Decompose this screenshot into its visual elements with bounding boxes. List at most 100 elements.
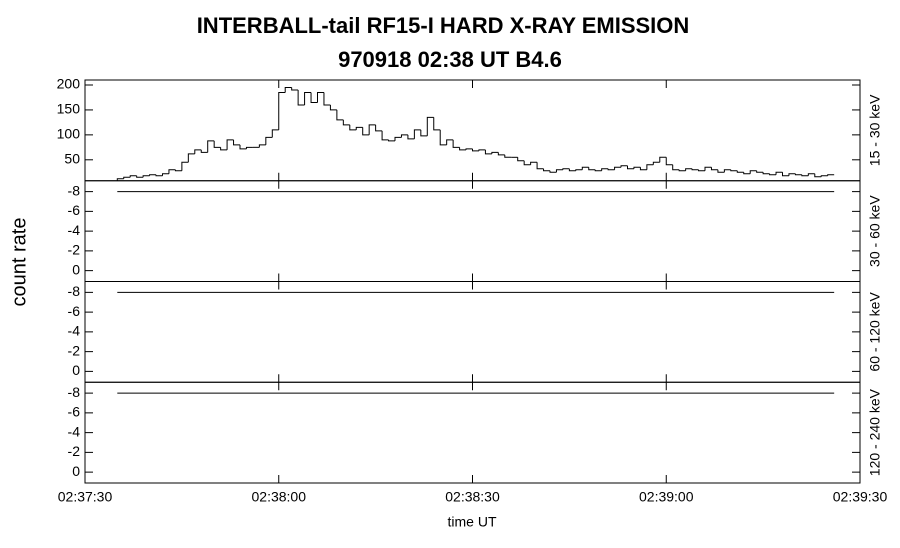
histogram-step xyxy=(310,92,318,103)
histogram-step xyxy=(549,170,557,173)
histogram-step xyxy=(749,170,757,174)
y-tick-label: -8 xyxy=(68,283,81,299)
histogram-step xyxy=(691,168,699,171)
histogram-step xyxy=(400,134,408,138)
x-tick-label: 02:39:30 xyxy=(833,489,888,505)
histogram-step xyxy=(123,176,131,179)
histogram-step xyxy=(181,161,189,171)
y-tick-label: 0 xyxy=(72,261,80,277)
histogram-step xyxy=(465,148,473,150)
histogram-step xyxy=(355,126,363,130)
histogram-step xyxy=(672,164,680,171)
histogram-step xyxy=(633,166,641,169)
y2-axis-label: 30 - 60 keV xyxy=(867,195,883,267)
histogram-step xyxy=(342,119,350,126)
histogram-step xyxy=(388,139,395,142)
plot-frame xyxy=(84,281,861,383)
histogram-step xyxy=(646,164,654,170)
histogram-step xyxy=(220,147,228,151)
histogram-step xyxy=(446,139,454,145)
y-tick-label: -4 xyxy=(68,423,81,439)
histogram-step xyxy=(723,169,731,173)
y-tick-label: -4 xyxy=(68,222,81,238)
histogram-step xyxy=(536,162,544,170)
histogram-step xyxy=(162,173,169,176)
x-tick-label: 02:38:00 xyxy=(252,489,307,505)
y-tick-label: -4 xyxy=(68,323,81,339)
histogram-step xyxy=(581,166,589,170)
histogram-step xyxy=(317,91,324,103)
histogram-step xyxy=(433,117,441,131)
histogram-step xyxy=(452,139,460,148)
y-tick-label: -8 xyxy=(68,182,81,198)
y-tick-label: 0 xyxy=(72,362,80,378)
histogram-step xyxy=(336,109,344,121)
y2-axis-label: 15 - 30 keV xyxy=(867,94,883,166)
y-tick-label: 100 xyxy=(57,126,81,142)
histogram-step xyxy=(627,165,634,170)
histogram-step xyxy=(323,92,331,106)
histogram-step xyxy=(491,151,499,154)
x-axis-label: time UT xyxy=(448,514,497,530)
histogram-step xyxy=(213,140,221,148)
histogram-step xyxy=(717,169,725,173)
chart-title: INTERBALL-tail RF15-I HARD X-RAY EMISSIO… xyxy=(197,13,690,38)
histogram-step xyxy=(620,165,628,168)
histogram-step xyxy=(685,168,693,171)
histogram-step xyxy=(769,173,777,176)
histogram-step xyxy=(652,161,660,165)
histogram-step xyxy=(710,167,718,171)
histogram-step xyxy=(555,169,563,173)
x-tick-label: 02:39:00 xyxy=(639,489,694,505)
histogram-step xyxy=(801,174,809,177)
histogram-step xyxy=(271,129,279,138)
histogram-step xyxy=(743,172,751,175)
histogram-step xyxy=(588,167,596,171)
histogram-step xyxy=(278,91,286,130)
x-tick-label: 02:38:30 xyxy=(445,489,500,505)
histogram-step xyxy=(665,157,673,166)
histogram-step xyxy=(291,87,299,91)
histogram-step xyxy=(704,166,712,171)
histogram-step xyxy=(807,173,815,176)
x-tick-label: 02:37:30 xyxy=(58,489,113,505)
histogram-step xyxy=(258,144,266,148)
histogram-step xyxy=(155,174,163,177)
histogram-step xyxy=(820,175,828,177)
histogram-step xyxy=(601,168,609,171)
histogram-step xyxy=(614,166,622,170)
histogram-step xyxy=(116,178,124,181)
chart-subtitle: 970918 02:38 UT B4.6 xyxy=(338,47,562,72)
histogram-step xyxy=(562,168,570,170)
histogram-step xyxy=(775,171,783,175)
histogram-step xyxy=(426,116,434,136)
histogram-step xyxy=(194,149,202,154)
histogram-step xyxy=(187,153,195,163)
y-tick-label: -2 xyxy=(68,443,81,459)
y2-axis-label: 120 - 240 keV xyxy=(867,388,883,476)
plot-frame xyxy=(84,381,861,484)
histogram-step xyxy=(782,172,789,177)
histogram-step xyxy=(200,149,208,153)
histogram-step xyxy=(756,170,764,173)
histogram-step xyxy=(129,175,137,178)
histogram-step xyxy=(226,139,234,150)
histogram-step xyxy=(207,140,215,153)
y-tick-label: 200 xyxy=(57,76,81,92)
histogram-step xyxy=(362,127,370,136)
histogram-step xyxy=(142,175,150,178)
histogram-step xyxy=(459,147,467,151)
histogram-step xyxy=(472,148,479,152)
y-tick-label: -6 xyxy=(68,404,81,420)
histogram-step xyxy=(439,129,447,146)
histogram-step xyxy=(827,174,835,176)
histogram-step xyxy=(304,91,312,105)
histogram-step xyxy=(639,167,647,171)
histogram-step xyxy=(517,157,525,162)
plot-frame xyxy=(84,79,861,182)
y-tick-label: -8 xyxy=(68,384,81,400)
histogram-step xyxy=(788,173,796,176)
y-tick-label: 150 xyxy=(57,101,81,117)
